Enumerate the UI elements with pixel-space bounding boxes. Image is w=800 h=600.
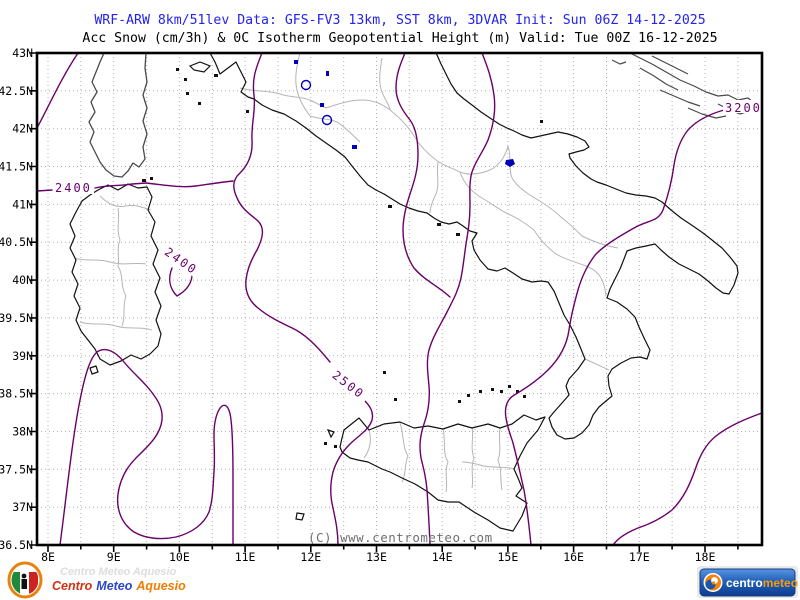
- y-axis-label: 37N: [12, 500, 33, 514]
- corsica-coastline: [88, 52, 148, 178]
- centro-meteo-aquesio-logo[interactable]: Centro Meteo Aquesio Centro Meteo Aquesio: [7, 561, 186, 599]
- svg-text:2400: 2400: [162, 245, 200, 278]
- sicily-coastline: [339, 414, 546, 532]
- x-axis-label: 17E: [629, 550, 650, 564]
- region-borders: [73, 52, 619, 493]
- contour-2400-oval: [169, 267, 193, 297]
- field-title: Acc Snow (cm/3h) & 0C Isotherm Geopotent…: [82, 31, 717, 46]
- contour-2500-long: [233, 52, 374, 546]
- y-axis-label: 37.5N: [0, 462, 33, 476]
- y-axis-label: 38.5N: [0, 387, 33, 401]
- logo-ghost-text: Centro Meteo Aquesio: [60, 566, 177, 578]
- y-axis-label: 40.5N: [0, 235, 33, 249]
- contour-mid-2: [419, 52, 496, 546]
- y-axis-label: 40N: [12, 273, 33, 287]
- x-axis-label: 11E: [235, 550, 256, 564]
- vertical-gridlines: [47, 53, 739, 545]
- horizontal-gridlines: [37, 90, 762, 508]
- x-axis-label: 13E: [366, 550, 387, 564]
- y-axis-label: 42.5N: [0, 84, 33, 98]
- contour-topleft: [36, 52, 79, 129]
- bottom-axis-ticks: [47, 545, 739, 552]
- y-axis-label: 36.5N: [0, 538, 33, 552]
- contour-3200: [504, 105, 763, 546]
- contour-mid-1: [395, 52, 451, 298]
- x-axis-label: 10E: [169, 550, 190, 564]
- geopotential-contours: [36, 52, 763, 546]
- y-axis-label: 39.5N: [0, 311, 33, 325]
- contour-label-2400-west: 2400: [53, 181, 94, 195]
- lakes: [294, 60, 515, 167]
- y-axis-label: 41N: [12, 197, 33, 211]
- small-islands: [142, 61, 543, 521]
- contour-label-3200: 3200: [723, 100, 763, 115]
- x-axis: 8E 9E 10E 11E 12E 13E 14E 15E 16E 17E 18…: [41, 550, 715, 564]
- contour-label-2500: 2500: [326, 363, 373, 404]
- italy-coastline: [209, 52, 739, 440]
- aquesio-egg-icon: [7, 561, 43, 599]
- svg-text:2400: 2400: [55, 181, 92, 195]
- y-axis-label: 42N: [12, 122, 33, 136]
- contour-sardinia-loop: [59, 348, 234, 546]
- map-border: [35, 51, 764, 547]
- y-axis-label: 41.5N: [0, 160, 33, 174]
- contour-2400-west: [36, 180, 234, 192]
- x-axis-label: 12E: [300, 550, 321, 564]
- x-axis-label: 8E: [41, 550, 55, 564]
- x-axis-label: 9E: [107, 550, 121, 564]
- y-axis-label: 38N: [12, 425, 33, 439]
- y-axis-label: 43N: [12, 46, 33, 60]
- logo-left-text: Centro Meteo Aquesio: [52, 579, 186, 593]
- model-title: WRF-ARW 8km/51lev Data: GFS-FV3 13km, SS…: [94, 13, 705, 28]
- svg-text:3200: 3200: [725, 101, 762, 115]
- left-axis-ticks: [30, 52, 37, 546]
- centrometeo-logo[interactable]: centrometeo: [697, 566, 798, 598]
- y-axis: 43N 42.5N 42N 41.5N 41N 40.5N 40N 39.5N …: [0, 46, 33, 552]
- watermark: (C) www.centrometeo.com: [308, 530, 493, 545]
- logo-right-text: centrometeo: [726, 576, 798, 590]
- centrometeo-swirl-icon: [703, 573, 723, 592]
- contour-label-2400-oval: 2400: [159, 241, 204, 279]
- x-axis-label: 18E: [695, 550, 716, 564]
- logo-panel: [699, 568, 796, 597]
- x-axis-label: 16E: [563, 550, 584, 564]
- contour-southeast: [612, 412, 763, 546]
- x-axis-label: 14E: [432, 550, 453, 564]
- x-axis-label: 15E: [498, 550, 519, 564]
- y-axis-label: 39N: [12, 349, 33, 363]
